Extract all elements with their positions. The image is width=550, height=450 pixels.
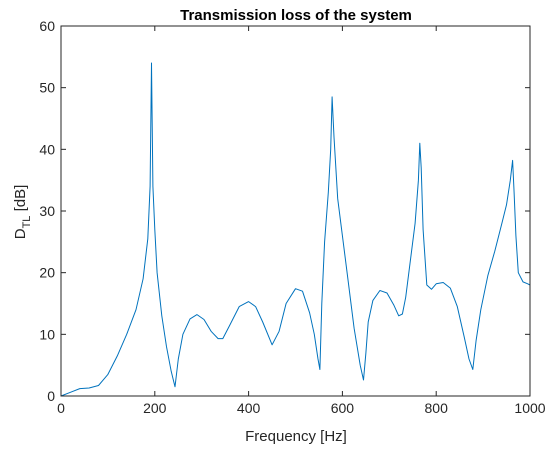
y-axis-label: DTL [dB] [12, 185, 33, 240]
series-lines [60, 62, 531, 397]
x-axis-label: Frequency [Hz] [245, 428, 347, 445]
y-tick-label: 10 [39, 326, 55, 342]
x-tick-label: 0 [57, 400, 65, 416]
y-axis-label-subscript: TL [21, 216, 33, 229]
y-tick-label: 50 [39, 80, 55, 96]
x-tick-label: 200 [143, 400, 167, 416]
transmission-loss-line [60, 62, 531, 397]
x-tick-label: 400 [237, 400, 261, 416]
y-axis-label-main: D [12, 228, 29, 239]
x-tick-label: 1000 [514, 400, 545, 416]
y-tick-label: 60 [39, 18, 55, 34]
chart-title: Transmission loss of the system [180, 7, 412, 24]
x-axis-ticks: 0 200 400 600 800 1000 [57, 26, 546, 416]
y-axis-label-unit: [dB] [12, 185, 29, 216]
y-axis-ticks: 0 10 20 30 40 50 60 [39, 18, 530, 404]
x-tick-label: 600 [331, 400, 355, 416]
x-tick-label: 800 [425, 400, 449, 416]
y-tick-label: 30 [39, 203, 55, 219]
y-tick-label: 0 [47, 388, 55, 404]
y-tick-label: 20 [39, 265, 55, 281]
y-tick-label: 40 [39, 141, 55, 157]
